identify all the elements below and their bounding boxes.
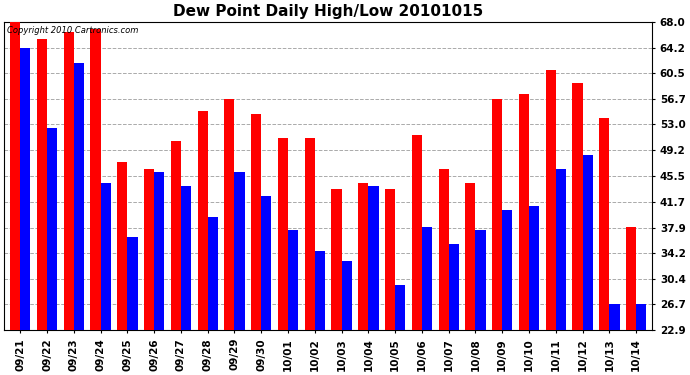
Bar <box>342 261 352 330</box>
Bar <box>636 304 647 330</box>
Bar <box>573 83 582 330</box>
Bar <box>251 114 262 330</box>
Bar <box>385 189 395 330</box>
Bar <box>546 70 555 330</box>
Bar <box>529 207 539 330</box>
Bar <box>599 117 609 330</box>
Bar <box>555 169 566 330</box>
Bar <box>439 169 449 330</box>
Title: Dew Point Daily High/Low 20101015: Dew Point Daily High/Low 20101015 <box>173 4 483 19</box>
Text: Copyright 2010 Cartronics.com: Copyright 2010 Cartronics.com <box>8 26 139 35</box>
Bar <box>235 172 245 330</box>
Bar <box>74 63 84 330</box>
Bar <box>154 172 164 330</box>
Bar <box>208 217 218 330</box>
Bar <box>492 99 502 330</box>
Bar <box>144 169 154 330</box>
Bar <box>197 111 208 330</box>
Bar <box>20 48 30 330</box>
Bar <box>63 32 74 330</box>
Bar <box>475 230 486 330</box>
Bar <box>368 186 379 330</box>
Bar <box>582 155 593 330</box>
Bar <box>358 183 368 330</box>
Bar <box>278 138 288 330</box>
Bar <box>90 28 101 330</box>
Bar <box>395 285 405 330</box>
Bar <box>262 196 271 330</box>
Bar <box>502 210 513 330</box>
Bar <box>181 186 191 330</box>
Bar <box>626 227 636 330</box>
Bar <box>304 138 315 330</box>
Bar <box>448 244 459 330</box>
Bar <box>519 94 529 330</box>
Bar <box>170 141 181 330</box>
Bar <box>331 189 342 330</box>
Bar <box>47 128 57 330</box>
Bar <box>37 39 47 330</box>
Bar <box>224 99 235 330</box>
Bar <box>422 227 432 330</box>
Bar <box>465 183 475 330</box>
Bar <box>101 183 110 330</box>
Bar <box>412 135 422 330</box>
Bar <box>288 230 298 330</box>
Bar <box>609 304 620 330</box>
Bar <box>315 251 325 330</box>
Bar <box>10 22 20 330</box>
Bar <box>128 237 137 330</box>
Bar <box>117 162 128 330</box>
